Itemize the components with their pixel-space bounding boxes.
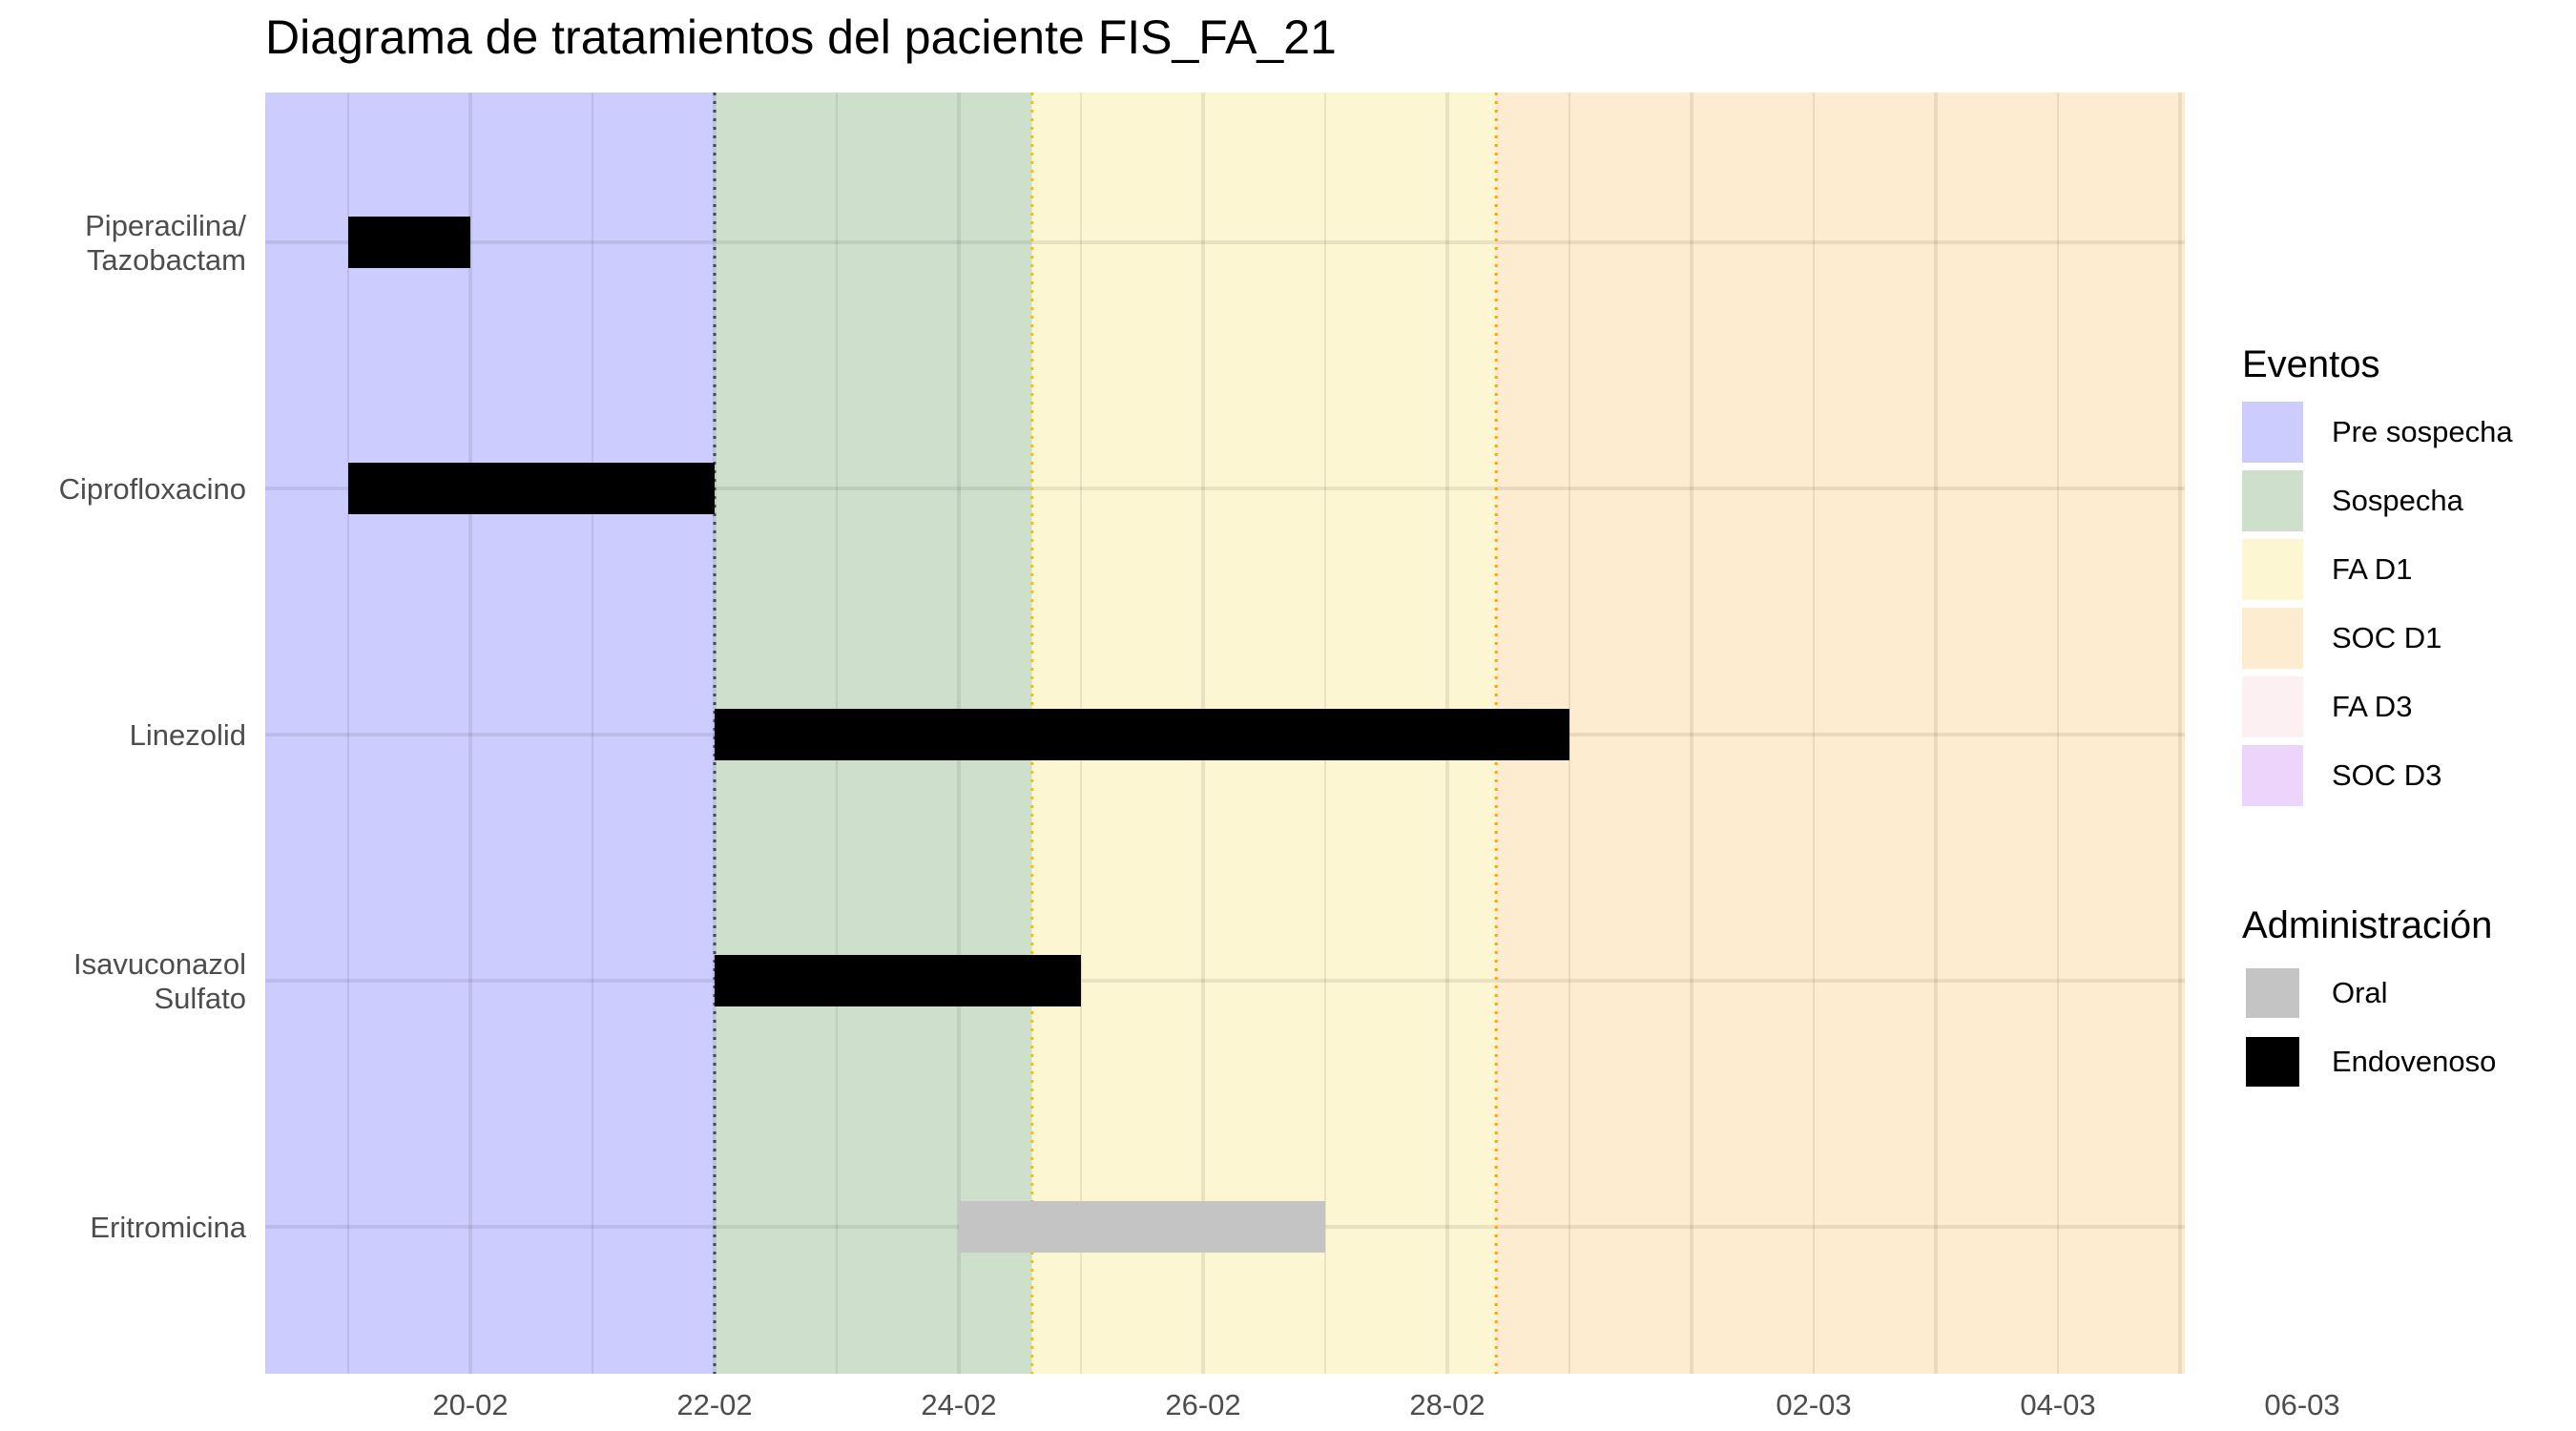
legend-label: Oral — [2332, 976, 2388, 1009]
x-tick-label: 06-03 — [2264, 1388, 2339, 1421]
legend-swatch — [2242, 676, 2303, 737]
phase-soc-d1 — [1496, 93, 2185, 1374]
x-tick-label: 26-02 — [1165, 1388, 1240, 1421]
legend-swatch — [2242, 539, 2303, 600]
treatment-bar — [348, 217, 470, 268]
x-tick-label: 04-03 — [2020, 1388, 2095, 1421]
legend-eventos-title: Eventos — [2242, 343, 2380, 385]
x-tick-label: 02-03 — [1776, 1388, 1851, 1421]
y-tick-label: Isavuconazol Sulfato — [73, 947, 246, 1015]
treatment-bar — [959, 1201, 1325, 1253]
legend-administracion-items: Oral Endovenoso — [2242, 959, 2496, 1096]
y-tick-label: Piperacilina/Tazobactam — [85, 209, 246, 277]
legend-eventos: Eventos Pre sospecha Sospecha FA D1 SOC D1 F… — [2242, 343, 2513, 810]
legend-swatch — [2242, 608, 2303, 669]
legend-item: SOC D1 — [2242, 604, 2513, 673]
chart-title: Diagrama de tratamientos del paciente FI… — [265, 10, 1337, 64]
treatment-bars — [348, 217, 1569, 1253]
y-tick-label: Linezolid — [130, 718, 246, 752]
legend-label: FA D3 — [2332, 690, 2413, 723]
x-tick-label: 22-02 — [676, 1388, 752, 1421]
treatment-bar — [715, 955, 1081, 1006]
legend-swatch — [2242, 745, 2303, 806]
y-tick-label: Eritromicina — [90, 1211, 246, 1244]
legend-item: Endovenoso — [2242, 1027, 2496, 1096]
legend-item: SOC D3 — [2242, 741, 2513, 810]
x-axis-labels: 20-02 22-02 24-02 26-02 28-02 02-03 04-03 06-03 — [432, 1388, 2339, 1421]
x-tick-label: 28-02 — [1409, 1388, 1485, 1421]
phase-pre-sospecha — [265, 93, 715, 1374]
legend-administracion: Administración Oral Endovenoso — [2242, 904, 2496, 1096]
legend-item: Oral — [2242, 959, 2496, 1027]
x-tick-label: 20-02 — [432, 1388, 508, 1421]
legend-item: FA D3 — [2242, 673, 2513, 741]
legend-label: Sospecha — [2332, 484, 2463, 517]
y-tick-label: Ciprofloxacino — [59, 472, 246, 506]
legend-swatch — [2242, 470, 2303, 531]
legend-swatch — [2246, 1037, 2299, 1087]
legend-eventos-items: Pre sospecha Sospecha FA D1 SOC D1 FA D3 SOC … — [2242, 398, 2513, 810]
treatment-bar — [348, 463, 715, 514]
legend-item: Sospecha — [2242, 467, 2513, 535]
legend-label: SOC D3 — [2332, 758, 2442, 792]
treatment-bar — [715, 709, 1569, 760]
legend-item: Pre sospecha — [2242, 398, 2513, 467]
legend-administracion-title: Administración — [2242, 904, 2493, 946]
x-tick-label: 24-02 — [921, 1388, 996, 1421]
legend-item: FA D1 — [2242, 535, 2513, 604]
y-axis-labels: Piperacilina/Tazobactam Ciprofloxacino Lin… — [59, 209, 247, 1244]
legend-label: Pre sospecha — [2332, 415, 2513, 448]
phase-backgrounds — [265, 93, 2185, 1374]
legend-label: Endovenoso — [2332, 1045, 2497, 1078]
legend-swatch — [2246, 968, 2299, 1018]
legend-label: SOC D1 — [2332, 621, 2442, 654]
legend-swatch — [2242, 402, 2303, 463]
legend-label: FA D1 — [2332, 552, 2413, 586]
